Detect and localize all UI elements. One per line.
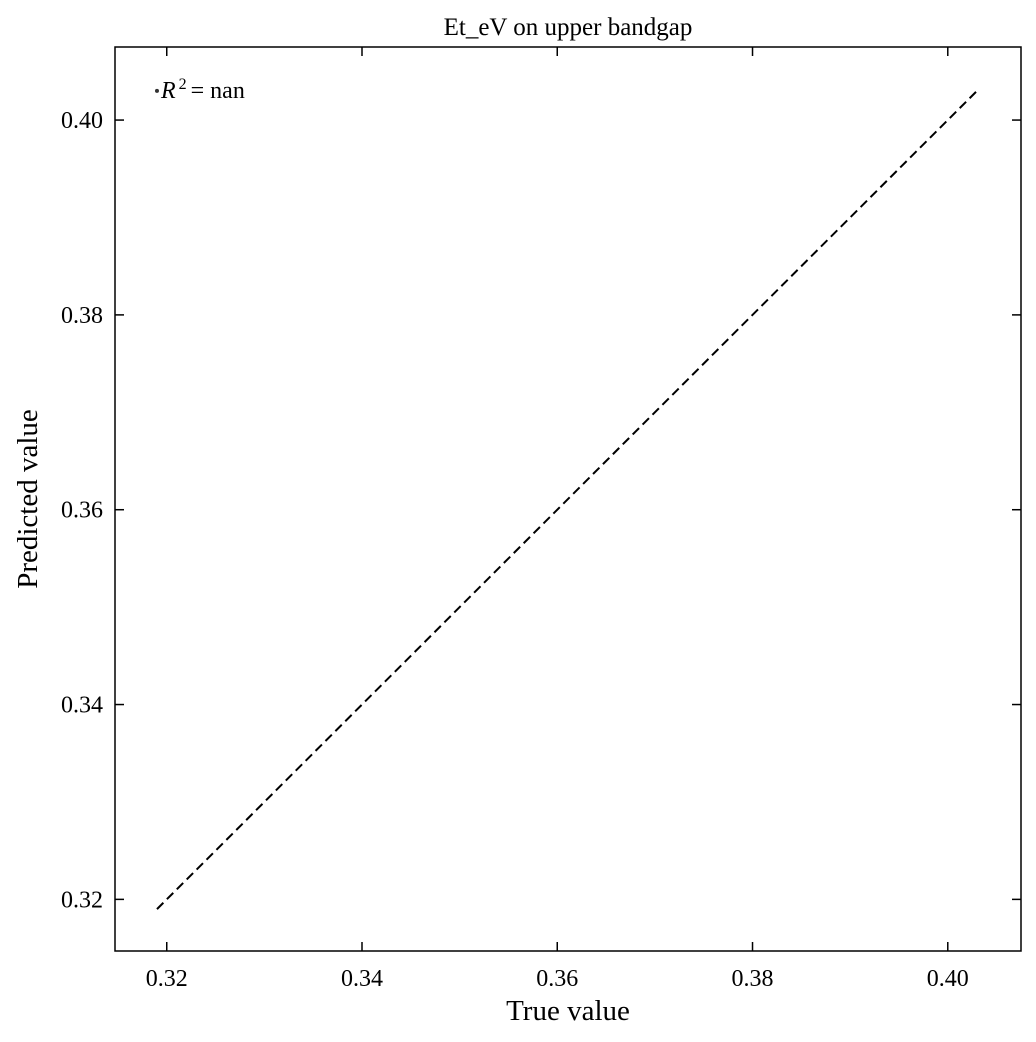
reference-line [156,90,978,910]
data-point [154,88,159,93]
chart-title: Et_eV on upper bandgap [444,14,693,41]
y-ticks: 0.32 0.34 0.36 0.38 0.40 [61,108,1021,913]
r2-text: R 2 = nan [160,76,245,104]
x-tick-label: 0.34 [341,966,383,992]
y-tick-label: 0.38 [61,303,103,329]
reference-line-layer [156,90,978,910]
y-tick-label: 0.32 [61,887,103,913]
axes-frame [114,46,1022,952]
x-tick-label: 0.40 [927,966,969,992]
y-axis-label: Predicted value [12,409,44,589]
y-tick-label: 0.34 [61,693,103,719]
y-tick-label: 0.40 [61,108,103,134]
x-axis-label: True value [506,995,630,1027]
y-tick-label: 0.36 [61,498,103,524]
x-tick-label: 0.36 [536,966,578,992]
x-tick-label: 0.38 [732,966,774,992]
x-ticks: 0.32 0.34 0.36 0.38 0.40 [146,47,969,992]
points-layer [154,88,159,93]
r2-annotation: R 2 = nan [160,76,245,104]
x-tick-label: 0.32 [146,966,188,992]
plot-area: 0.32 0.34 0.36 0.38 0.40 0.32 0.34 0.36 0.38 0.4… [61,46,1022,992]
